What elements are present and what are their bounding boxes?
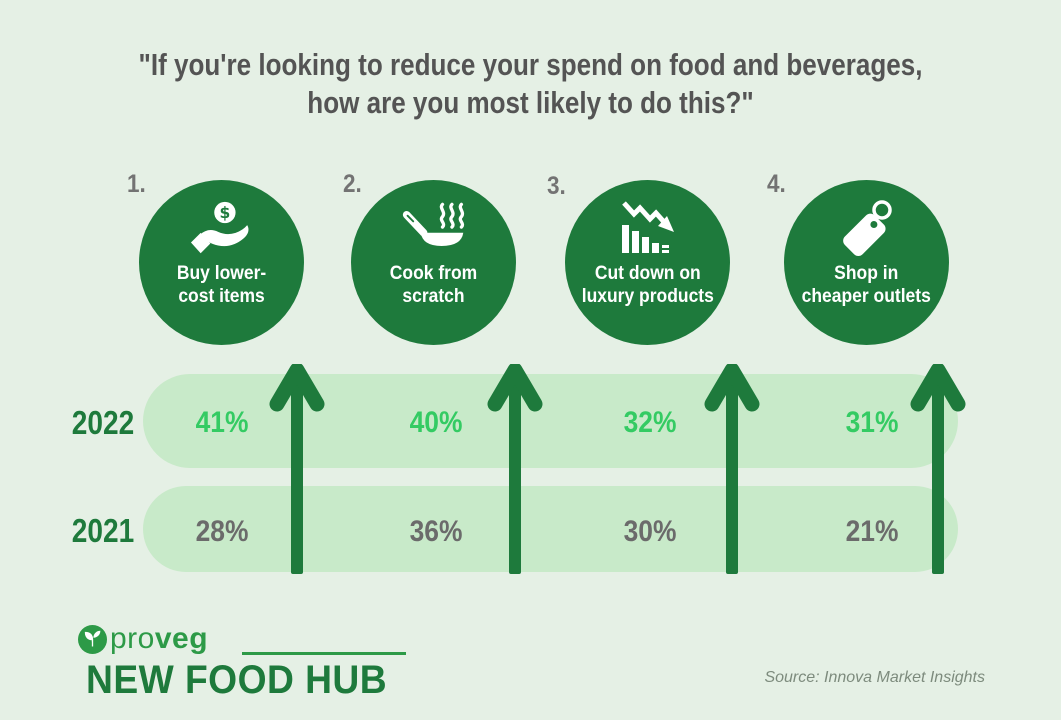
value-2021-buy-lower-cost: 28%	[195, 515, 249, 548]
increase-arrow-icon	[910, 364, 966, 574]
new-food-hub-title: NEW FOOD HUB	[86, 658, 388, 702]
proveg-logo: proveg	[78, 622, 208, 656]
proveg-pro: pro	[110, 622, 155, 655]
option-circle-cook-from-scratch: Cook from scratch	[351, 180, 516, 345]
option-circle-buy-lower-cost: $ Buy lower- cost items	[139, 180, 304, 345]
value-2021-cook-scratch: 36%	[409, 515, 463, 548]
increase-arrow-icon	[487, 364, 543, 574]
year-label-2022: 2022	[71, 404, 135, 441]
value-2022-cut-luxury: 32%	[623, 406, 677, 439]
value-2022-buy-lower-cost: 41%	[195, 406, 249, 439]
option-label: Shop in cheaper outlets	[802, 262, 931, 308]
value-2021-cheaper-outlets: 21%	[845, 515, 899, 548]
year-label-2021: 2021	[71, 512, 135, 549]
frying-pan-icon	[400, 196, 468, 260]
logo-underline	[242, 652, 406, 655]
svg-text:$: $	[219, 204, 230, 222]
option-circle-cut-luxury: Cut down on luxury products	[565, 180, 730, 345]
step-number-2: 2.	[343, 170, 362, 198]
source-credit: Source: Innova Market Insights	[764, 669, 985, 686]
page-title: "If you're looking to reduce your spend …	[85, 46, 976, 122]
increase-arrow-icon	[704, 364, 760, 574]
option-circle-cheaper-outlets: Shop in cheaper outlets	[784, 180, 949, 345]
row-band-2021	[143, 486, 958, 572]
increase-arrow-icon	[269, 364, 325, 574]
option-label-line2: luxury products	[581, 286, 714, 307]
option-label-line1: Cook from	[389, 263, 478, 284]
option-label-line2: cost items	[178, 286, 265, 307]
step-number-4: 4.	[767, 170, 786, 198]
option-label-line2: cheaper outlets	[801, 286, 932, 307]
option-label-line2: scratch	[402, 286, 465, 307]
declining-chart-icon	[617, 196, 679, 260]
value-2022-cook-scratch: 40%	[409, 406, 463, 439]
option-label: Cut down on luxury products	[581, 262, 713, 308]
row-band-2022	[143, 374, 958, 468]
value-2021-cut-luxury: 30%	[623, 515, 677, 548]
page-title-line1: "If you're looking to reduce your spend …	[138, 47, 923, 82]
option-label-line1: Shop in	[834, 263, 899, 284]
proveg-veg: veg	[154, 622, 209, 655]
option-label-line1: Buy lower-	[176, 263, 267, 284]
page-title-line2: how are you most likely to do this?"	[307, 85, 754, 120]
step-number-1: 1.	[127, 170, 146, 198]
proveg-wordmark: proveg	[110, 622, 208, 656]
option-label: Cook from scratch	[390, 262, 477, 308]
option-label: Buy lower- cost items	[177, 262, 266, 308]
option-label-line1: Cut down on	[594, 263, 701, 284]
leaf-icon	[78, 624, 107, 654]
step-number-3: 3.	[547, 172, 566, 200]
money-hand-icon: $	[190, 196, 254, 260]
value-2022-cheaper-outlets: 31%	[845, 406, 899, 439]
price-tag-icon	[836, 196, 898, 260]
